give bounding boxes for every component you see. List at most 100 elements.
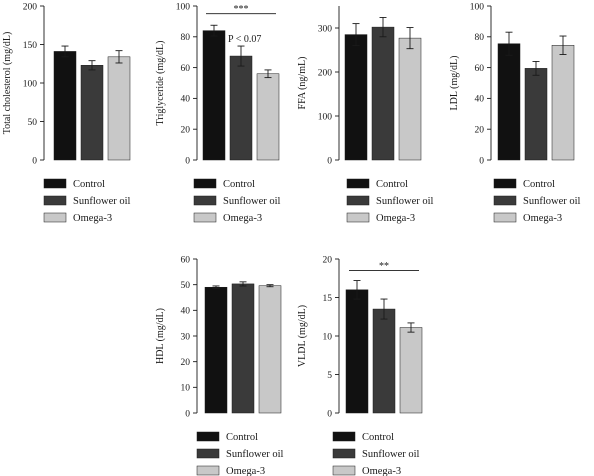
legend: Control Sunflower oil Omega-3 (43, 178, 131, 224)
legend-swatch-control (332, 431, 356, 442)
y-tick-label: 300 (318, 24, 333, 34)
y-tick-label: 0 (327, 409, 332, 419)
legend: Control Sunflower oil Omega-3 (196, 431, 284, 476)
legend-swatch-omega-3 (43, 212, 67, 223)
legend-label-control: Control (362, 432, 394, 443)
legend-label-sunflower-oil: Sunflower oil (376, 196, 434, 207)
y-tick-label: 15 (323, 294, 333, 304)
y-tick-label: 0 (32, 156, 37, 166)
chart-ldl: 0 20 40 60 80 100 LDL (mg/dL) Control Sunflower … (449, 2, 581, 224)
legend-label-omega-3: Omega-3 (362, 466, 401, 476)
legend: Control Sunflower oil Omega-3 (493, 178, 581, 224)
significance-label: ** (379, 261, 389, 272)
y-tick-label: 0 (479, 156, 484, 166)
y-tick-label: 200 (23, 2, 38, 12)
y-axis-label: FFA (ng/mL) (297, 57, 308, 110)
y-tick-label: 40 (181, 95, 191, 105)
y-tick-label: 10 (323, 332, 333, 342)
y-tick-label: 50 (181, 281, 191, 291)
legend-label-omega-3: Omega-3 (223, 213, 262, 224)
legend-swatch-omega-3 (332, 465, 356, 476)
bar-omega-3 (107, 56, 131, 161)
legend-label-omega-3: Omega-3 (376, 213, 415, 224)
bar-omega-3 (551, 45, 575, 161)
legend: Control Sunflower oil Omega-3 (193, 178, 281, 224)
y-tick-label: 80 (181, 33, 191, 43)
bar-omega-3 (256, 73, 280, 161)
y-tick-label: 60 (181, 64, 191, 74)
legend-label-sunflower-oil: Sunflower oil (73, 196, 131, 207)
legend-label-sunflower-oil: Sunflower oil (523, 196, 581, 207)
legend-swatch-omega-3 (193, 212, 217, 223)
y-tick-label: 150 (23, 41, 38, 51)
legend: Control Sunflower oil Omega-3 (332, 431, 420, 476)
legend-swatch-sunflower-oil (193, 195, 217, 206)
bar-sunflower-oil (524, 68, 548, 161)
y-axis-label: Total cholesterol (mg/dL) (2, 32, 13, 135)
y-axis-label: VLDL (mg/dL) (297, 305, 308, 367)
legend-swatch-omega-3 (493, 212, 517, 223)
bar-sunflower-oil (80, 65, 104, 161)
y-tick-label: 60 (181, 255, 191, 265)
legend: Control Sunflower oil Omega-3 (346, 178, 434, 224)
y-axis-label: Triglyceride (mg/dL) (155, 41, 166, 126)
y-tick-label: 20 (181, 126, 191, 136)
y-tick-label: 40 (181, 307, 191, 317)
bar-sunflower-oil (371, 26, 395, 161)
bar-omega-3 (399, 327, 423, 414)
chart-total-cholesterol: 0 50 100 150 200 Total cholesterol (mg/dL) Con… (2, 2, 131, 224)
legend-label-omega-3: Omega-3 (226, 466, 265, 476)
legend-swatch-control (193, 178, 217, 189)
y-tick-label: 20 (323, 255, 333, 265)
legend-label-control: Control (73, 179, 105, 190)
bar-sunflower-oil (229, 55, 253, 161)
legend-swatch-sunflower-oil (493, 195, 517, 206)
bar-sunflower-oil (372, 308, 396, 414)
y-tick-label: 0 (185, 409, 190, 419)
bar-control (497, 43, 521, 161)
y-tick-label: 100 (23, 79, 38, 89)
significance-label: *** (234, 4, 249, 15)
y-tick-label: 80 (475, 33, 485, 43)
legend-swatch-control (43, 178, 67, 189)
y-tick-label: 10 (181, 384, 191, 394)
legend-label-control: Control (226, 432, 258, 443)
y-tick-label: 30 (181, 332, 191, 342)
y-tick-label: 5 (327, 371, 332, 381)
legend-label-control: Control (523, 179, 555, 190)
bar-omega-3 (258, 285, 282, 414)
y-axis-label: LDL (mg/dL) (449, 56, 460, 111)
bar-omega-3 (398, 37, 422, 161)
bar-control (202, 30, 226, 161)
y-tick-label: 40 (475, 95, 485, 105)
y-tick-label: 60 (475, 64, 485, 74)
y-tick-label: 20 (181, 358, 191, 368)
legend-swatch-control (196, 431, 220, 442)
legend-swatch-control (346, 178, 370, 189)
bar-control (345, 289, 369, 414)
p-value-label: P < 0.07 (228, 34, 261, 45)
chart-hdl: 0 10 20 30 40 50 60 HDL (mg/dL) Control Sunflower… (155, 255, 284, 476)
y-tick-label: 200 (318, 68, 333, 78)
chart-vldl: 0 5 10 15 20 VLDL (mg/dL) ** Control Sunflower o… (297, 255, 423, 476)
bar-control (344, 34, 368, 161)
legend-swatch-control (493, 178, 517, 189)
y-tick-label: 100 (318, 112, 333, 122)
y-tick-label: 0 (327, 156, 332, 166)
bar-control (53, 51, 77, 161)
y-tick-label: 0 (185, 156, 190, 166)
chart-triglyceride: 0 20 40 60 80 100 Triglyceride (mg/dL) *** P < 0… (155, 2, 281, 224)
legend-swatch-omega-3 (196, 465, 220, 476)
y-tick-label: 50 (28, 118, 38, 128)
legend-label-sunflower-oil: Sunflower oil (223, 196, 281, 207)
y-tick-label: 20 (475, 126, 485, 136)
legend-label-sunflower-oil: Sunflower oil (226, 449, 284, 460)
legend-label-omega-3: Omega-3 (523, 213, 562, 224)
chart-ffa: 0 100 200 300 FFA (ng/mL) Control Sunflower oi… (297, 6, 434, 224)
legend-swatch-sunflower-oil (332, 448, 356, 459)
bar-control (204, 286, 228, 414)
y-axis-label: HDL (mg/dL) (155, 308, 166, 364)
legend-swatch-sunflower-oil (43, 195, 67, 206)
legend-label-control: Control (223, 179, 255, 190)
